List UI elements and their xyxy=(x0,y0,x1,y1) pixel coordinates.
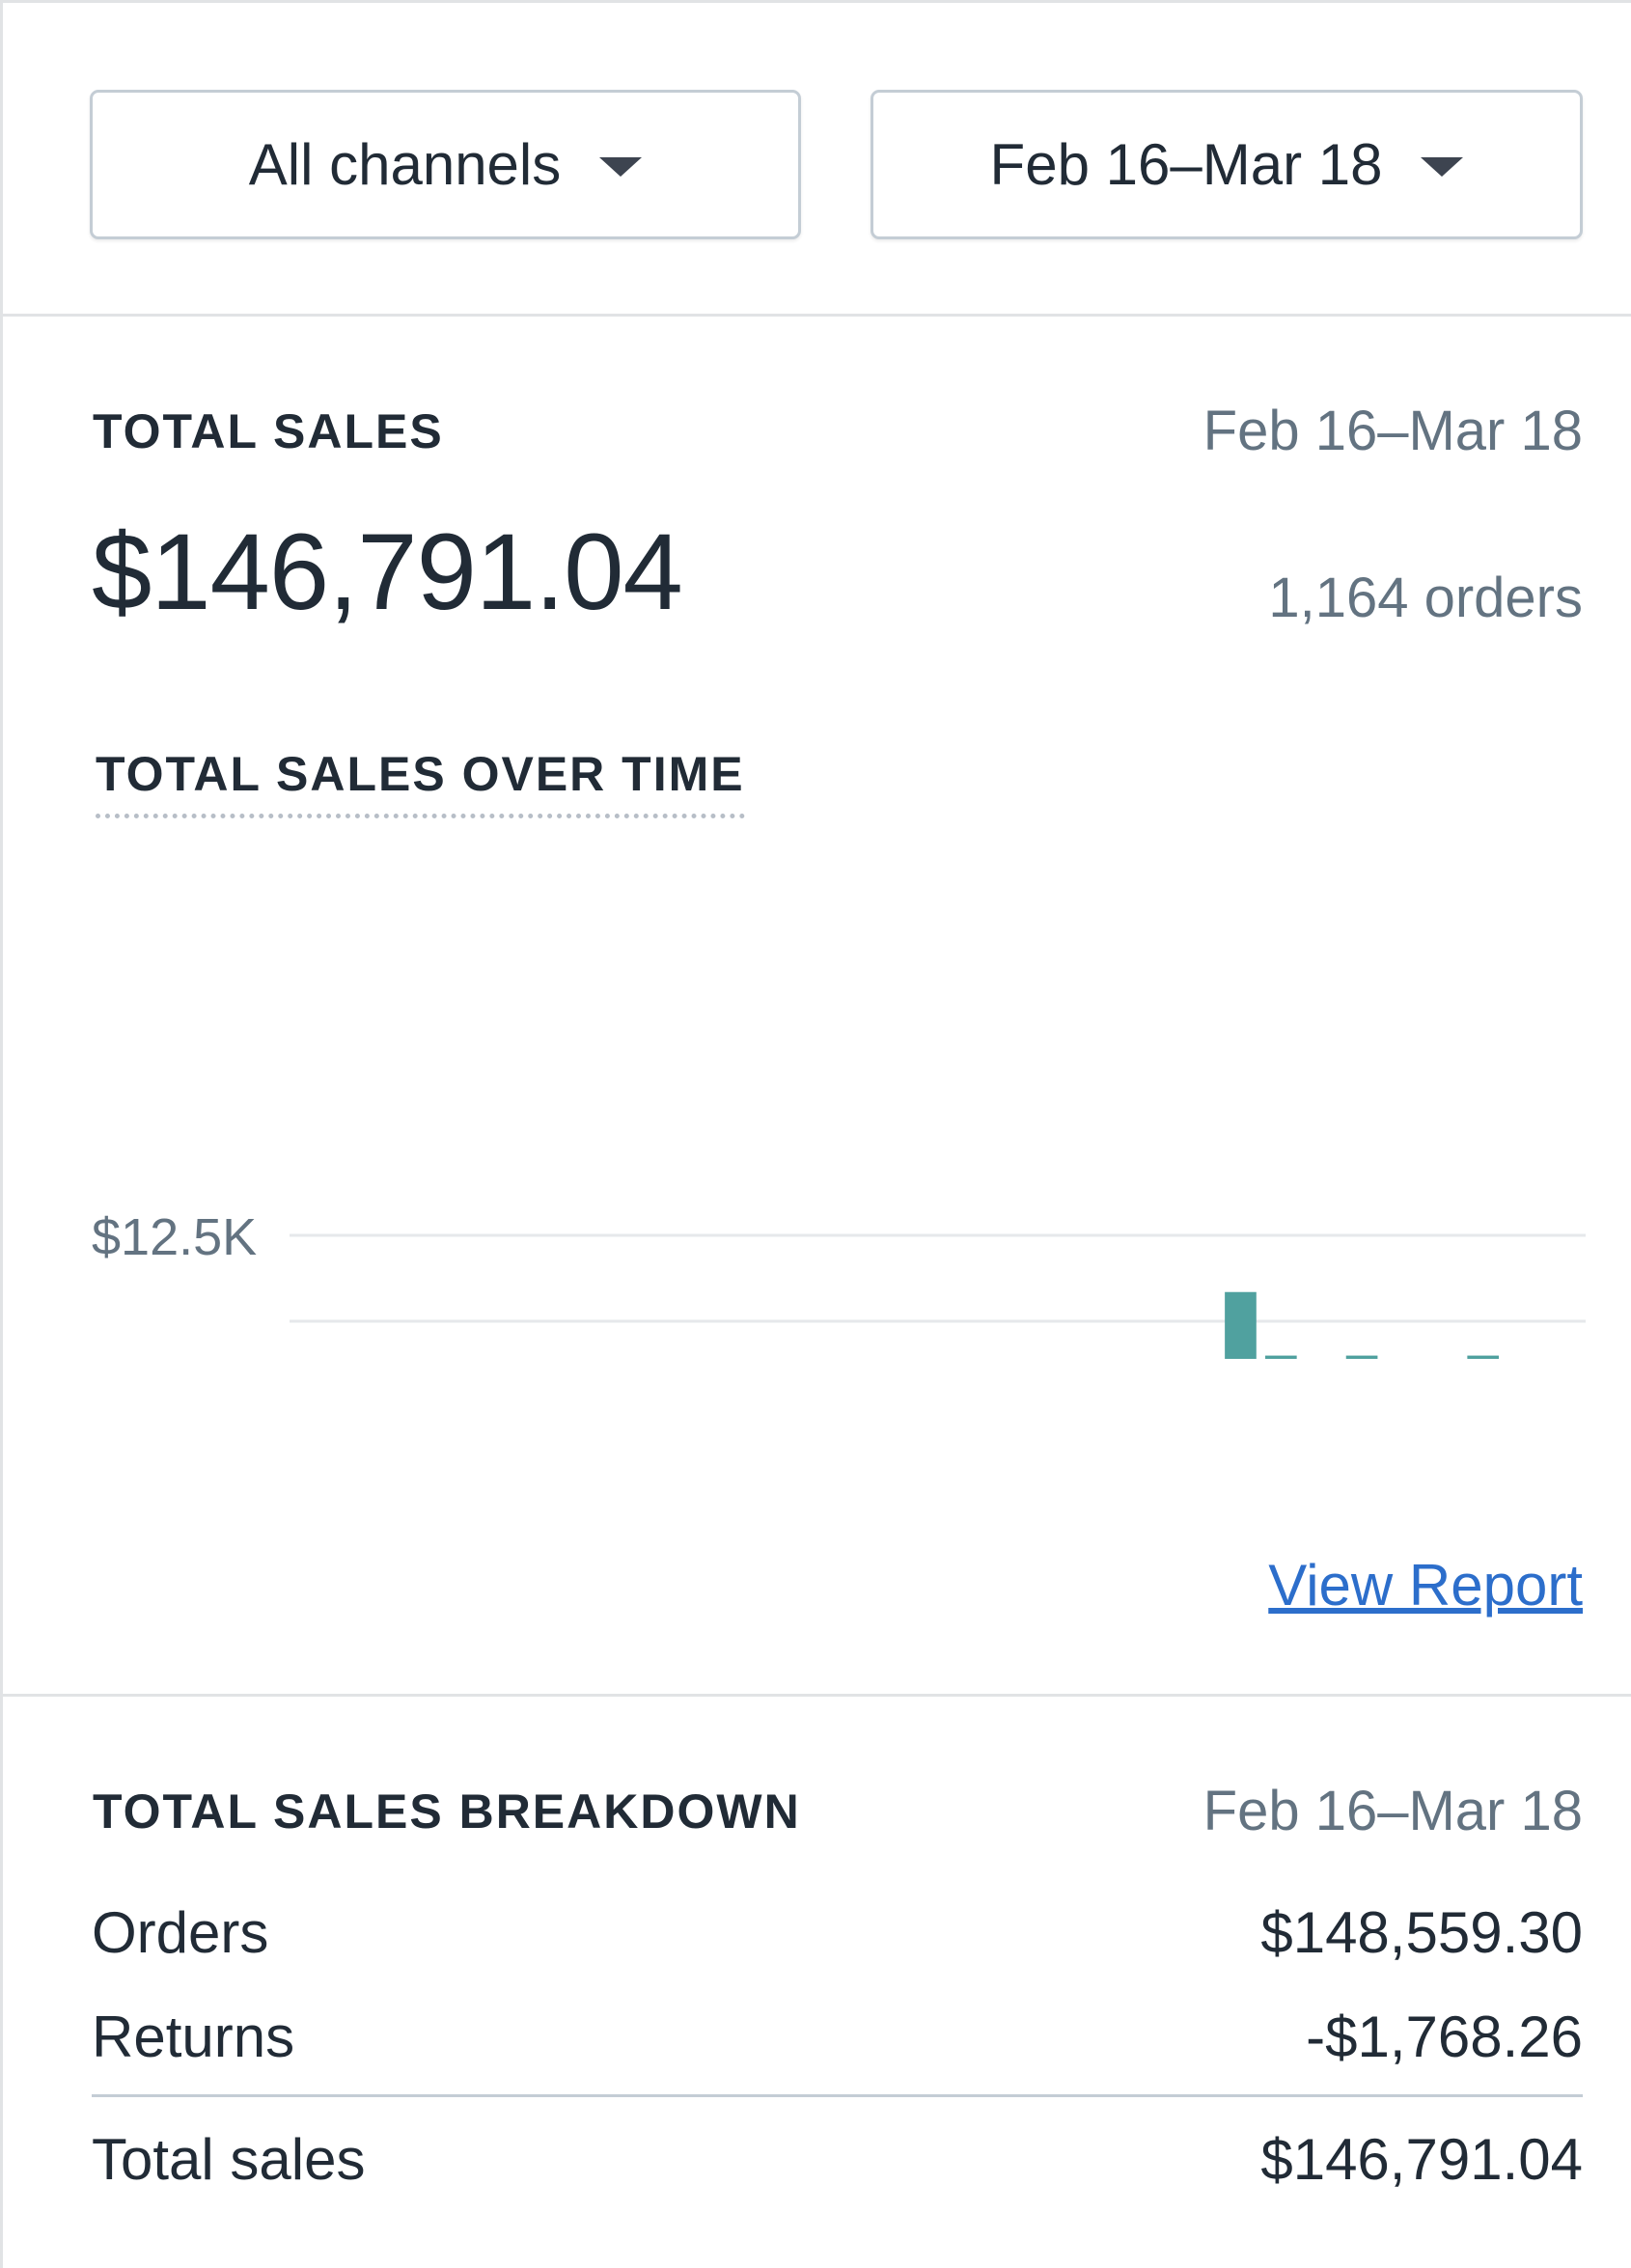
sales-bar-chart: $12.5K$7.5K$2.5KFeb 16Feb 26Mar 8Mar 18 xyxy=(92,1208,1586,1359)
breakdown-row-label: Returns xyxy=(92,2005,295,2069)
view-report-link[interactable]: View Report xyxy=(1268,1553,1583,1618)
channel-select[interactable]: All channels xyxy=(90,90,801,239)
caret-down-icon xyxy=(1421,156,1464,177)
channel-select-label: All channels xyxy=(248,132,562,197)
breakdown-row-value: -$1,768.26 xyxy=(1306,2005,1583,2069)
date-range-select-label: Feb 16–Mar 18 xyxy=(989,132,1383,197)
bar-mar-16[interactable] xyxy=(1467,1355,1500,1359)
bar-mar-13[interactable] xyxy=(1345,1355,1378,1359)
orders-count: 1,164 orders xyxy=(1268,567,1583,629)
breakdown-total-row: Total sales $146,791.04 xyxy=(92,2126,1583,2193)
total-sales-date-range: Feb 16–Mar 18 xyxy=(1203,400,1583,462)
breakdown-row-value: $148,559.30 xyxy=(1260,1900,1583,1965)
caret-down-icon xyxy=(599,156,643,177)
total-sales-card: TOTAL SALES Feb 16–Mar 18 $146,791.04 1,… xyxy=(3,317,1631,1697)
y-tick-label: $12.5K xyxy=(92,1208,257,1266)
total-sales-breakdown: TOTAL SALES BREAKDOWN Feb 16–Mar 18 Orde… xyxy=(3,1697,1631,2268)
chart-title[interactable]: TOTAL SALES OVER TIME xyxy=(96,746,745,818)
breakdown-row: Returns -$1,768.26 xyxy=(92,2004,1583,2070)
date-range-select[interactable]: Feb 16–Mar 18 xyxy=(871,90,1583,239)
breakdown-total-value: $146,791.04 xyxy=(1260,2127,1583,2192)
breakdown-title: TOTAL SALES BREAKDOWN xyxy=(93,1784,801,1839)
bar-mar-11[interactable] xyxy=(1265,1355,1297,1359)
bar-mar-10[interactable] xyxy=(1225,1291,1257,1359)
total-sales-amount: $146,791.04 xyxy=(92,512,683,632)
filter-bar: All channels Feb 16–Mar 18 xyxy=(3,3,1631,317)
breakdown-row-label: Orders xyxy=(92,1900,269,1965)
total-sales-title: TOTAL SALES xyxy=(93,404,444,458)
breakdown-divider xyxy=(92,2094,1583,2097)
breakdown-date-range: Feb 16–Mar 18 xyxy=(1203,1780,1583,1842)
breakdown-total-label: Total sales xyxy=(92,2127,366,2192)
breakdown-row: Orders $148,559.30 xyxy=(92,1899,1583,1966)
